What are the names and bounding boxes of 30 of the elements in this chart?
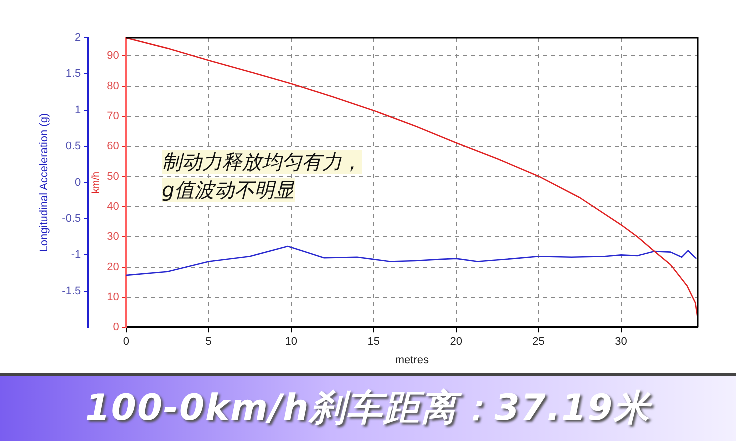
x-tick-label: 0: [123, 336, 130, 348]
x-axis-title: metres: [395, 354, 430, 366]
y2-tick-label: -0.5: [62, 213, 82, 226]
y-tick-label: 10: [107, 291, 120, 304]
y-tick-label: 70: [107, 110, 120, 122]
x-tick-label: 10: [285, 336, 298, 348]
x-tick-label: 15: [368, 336, 380, 348]
y2-tick-label: 1.5: [66, 68, 82, 80]
y-tick-label: 20: [107, 261, 120, 274]
y2-tick-label: 2: [75, 32, 82, 44]
annotation: 制动力释放均匀有力， g值波动不明显: [162, 150, 362, 202]
y-axis-title: km/h: [90, 172, 102, 194]
y2-tick-label: 1: [75, 104, 82, 116]
y-tick-label: 80: [107, 80, 120, 92]
y-tick-label: 90: [107, 50, 120, 62]
y-tick-label: 60: [107, 140, 120, 153]
y-tick-label: 40: [107, 200, 120, 213]
text: 100-0km/h刹车距离：37.19米: [85, 387, 651, 431]
y2-tick-label: -1: [71, 249, 82, 262]
y2-tick-label: 0.5: [66, 140, 82, 153]
x-tick-label: 25: [532, 336, 545, 348]
y2-tick-label: -1.5: [62, 285, 82, 298]
x-tick-label: 5: [206, 336, 212, 348]
x-tick-label: 30: [615, 336, 628, 348]
y2-axis-title: Longitudinal Acceleration (g): [38, 113, 51, 252]
y-tick-label: 0: [113, 322, 120, 334]
y2-tick-label: 0: [75, 176, 82, 189]
y-tick-label: 30: [107, 231, 120, 244]
x-tick-label: 20: [450, 336, 462, 348]
y-tick-label: 50: [107, 170, 120, 183]
